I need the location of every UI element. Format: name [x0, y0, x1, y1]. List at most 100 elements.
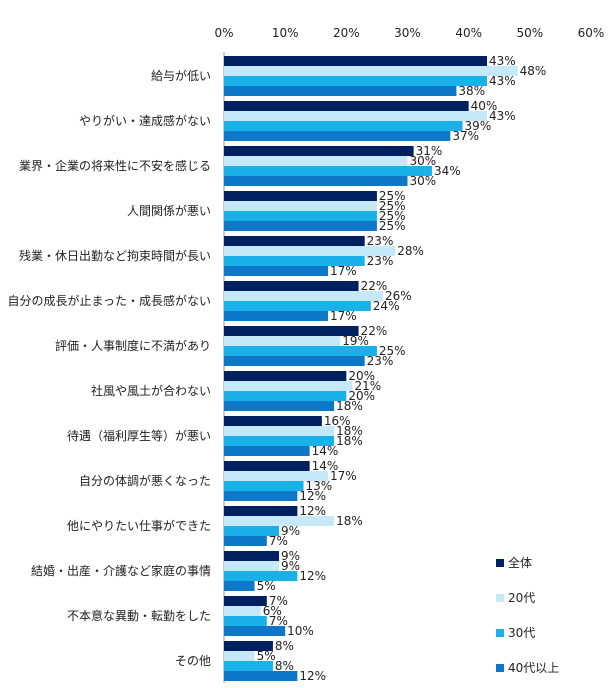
- data-label: 14%: [312, 444, 339, 458]
- bar-40代以上: [224, 536, 267, 546]
- legend-label: 40代以上: [508, 661, 559, 675]
- data-label: 12%: [299, 489, 326, 503]
- bar-40代以上: [224, 626, 286, 636]
- data-label: 25%: [379, 209, 406, 223]
- data-label: 38%: [458, 84, 485, 98]
- bar-30代: [224, 301, 371, 311]
- category-label: 他にやりたい仕事ができた: [67, 518, 211, 533]
- bar-40代以上: [224, 221, 377, 231]
- bar-全体: [224, 596, 267, 606]
- bar-全体: [224, 236, 365, 246]
- data-label: 22%: [361, 279, 388, 293]
- bar-30代: [224, 571, 298, 581]
- data-label: 22%: [361, 324, 388, 338]
- data-label: 43%: [489, 54, 516, 68]
- bar-40代以上: [224, 86, 457, 96]
- legend-swatch: [496, 594, 504, 602]
- bar-20代: [224, 156, 408, 166]
- bar-30代: [224, 481, 304, 491]
- data-label: 18%: [336, 514, 363, 528]
- x-tick-label: 30%: [394, 26, 421, 40]
- data-label: 17%: [330, 469, 357, 483]
- bar-20代: [224, 561, 280, 571]
- bar-20代: [224, 246, 396, 256]
- bar-全体: [224, 56, 488, 66]
- bar-30代: [224, 391, 347, 401]
- data-label: 8%: [275, 659, 294, 673]
- bar-20代: [224, 381, 353, 391]
- data-label: 5%: [257, 579, 276, 593]
- bar-40代以上: [224, 266, 328, 276]
- bar-40代以上: [224, 176, 408, 186]
- bar-20代: [224, 66, 518, 76]
- category-label: 自分の体調が悪くなった: [79, 473, 211, 488]
- data-label: 9%: [281, 524, 300, 538]
- category-label: 評価・人事制度に不満があり: [55, 338, 211, 353]
- bar-全体: [224, 551, 280, 561]
- bar-40代以上: [224, 401, 335, 411]
- bar-40代以上: [224, 131, 451, 141]
- data-label: 48%: [520, 64, 547, 78]
- bar-30代: [224, 616, 267, 626]
- data-label: 7%: [269, 614, 288, 628]
- data-label: 6%: [263, 604, 282, 618]
- bar-20代: [224, 201, 377, 211]
- bar-20代: [224, 111, 488, 121]
- data-label: 25%: [379, 219, 406, 233]
- bar-40代以上: [224, 671, 298, 681]
- data-label: 17%: [330, 264, 357, 278]
- data-label: 20%: [348, 369, 375, 383]
- data-label: 17%: [330, 309, 357, 323]
- bar-全体: [224, 371, 347, 381]
- bar-40代以上: [224, 581, 255, 591]
- category-label: その他: [175, 654, 211, 668]
- data-label: 25%: [379, 189, 406, 203]
- bar-30代: [224, 661, 273, 671]
- data-label: 7%: [269, 594, 288, 608]
- bar-40代以上: [224, 311, 328, 321]
- data-label: 9%: [281, 559, 300, 573]
- legend-label: 20代: [508, 591, 535, 605]
- bar-20代: [224, 336, 341, 346]
- bar-全体: [224, 461, 310, 471]
- x-tick-label: 60%: [578, 26, 605, 40]
- data-label: 23%: [367, 354, 394, 368]
- x-tick-label: 50%: [516, 26, 543, 40]
- category-label: やりがい・達成感がない: [79, 113, 211, 128]
- data-label: 23%: [367, 234, 394, 248]
- bar-全体: [224, 191, 377, 201]
- category-label: 人間関係が悪い: [127, 203, 211, 218]
- data-label: 34%: [434, 164, 461, 178]
- category-label: 結婚・出産・介護など家庭の事情: [31, 563, 211, 578]
- data-label: 9%: [281, 549, 300, 563]
- bar-20代: [224, 516, 335, 526]
- category-label: 給与が低い: [151, 68, 211, 83]
- data-label: 31%: [416, 144, 443, 158]
- data-label: 20%: [348, 389, 375, 403]
- bar-20代: [224, 651, 255, 661]
- data-label: 7%: [269, 534, 288, 548]
- bar-30代: [224, 256, 365, 266]
- category-label: 業界・企業の将来性に不安を感じる: [19, 158, 211, 173]
- data-label: 8%: [275, 639, 294, 653]
- bar-20代: [224, 426, 335, 436]
- data-label: 18%: [336, 424, 363, 438]
- data-label: 13%: [306, 479, 333, 493]
- data-label: 24%: [373, 299, 400, 313]
- bar-全体: [224, 146, 414, 156]
- data-label: 18%: [336, 399, 363, 413]
- x-tick-label: 10%: [272, 26, 299, 40]
- x-tick-label: 40%: [455, 26, 482, 40]
- category-label: 残業・休日出勤など拘束時間が長い: [19, 248, 211, 263]
- data-label: 12%: [299, 569, 326, 583]
- data-label: 25%: [379, 199, 406, 213]
- data-label: 14%: [312, 459, 339, 473]
- bar-30代: [224, 121, 463, 131]
- legend-label: 全体: [508, 555, 532, 570]
- data-label: 26%: [385, 289, 412, 303]
- bar-全体: [224, 101, 469, 111]
- legend-label: 30代: [508, 626, 535, 640]
- bar-30代: [224, 76, 488, 86]
